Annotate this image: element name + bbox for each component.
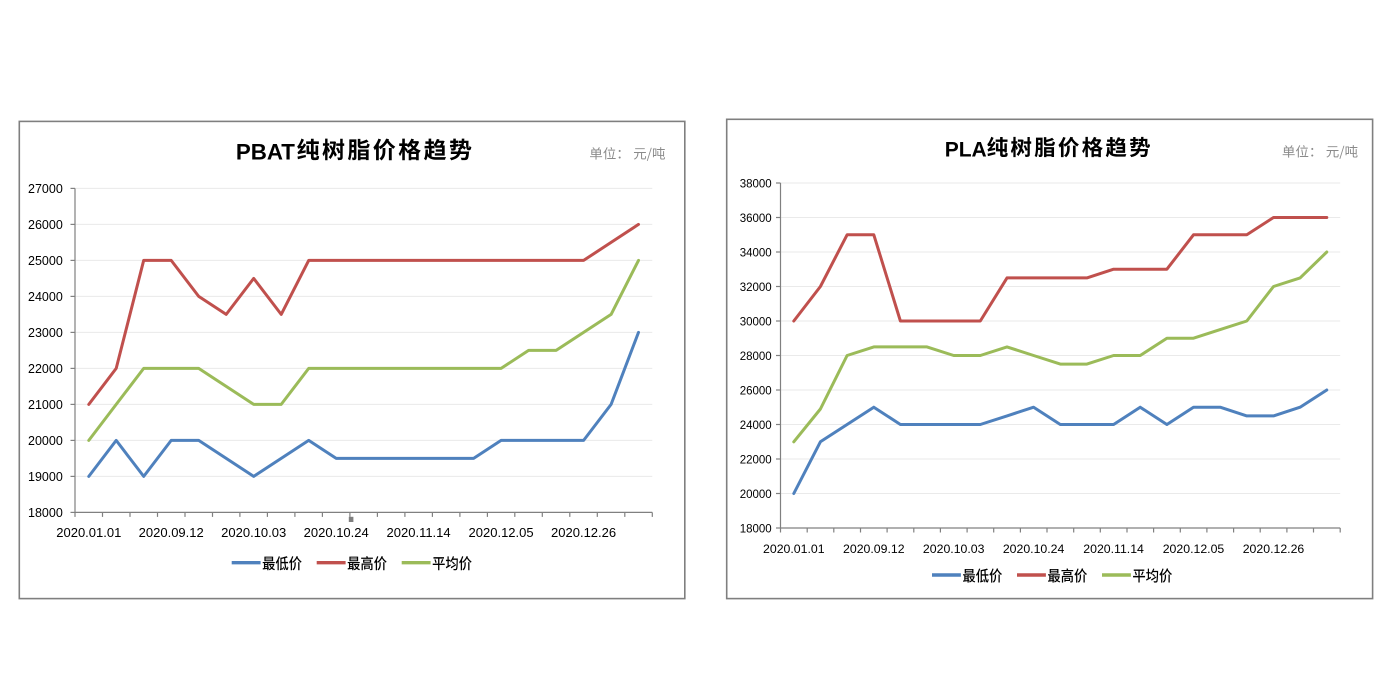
svg-text:2020.11.14: 2020.11.14 xyxy=(1083,542,1144,556)
svg-text:23000: 23000 xyxy=(28,326,63,340)
svg-text:20000: 20000 xyxy=(740,489,772,501)
svg-text:2020.12.26: 2020.12.26 xyxy=(551,525,616,540)
svg-text:2020.10.24: 2020.10.24 xyxy=(304,525,369,540)
svg-text:38000: 38000 xyxy=(740,179,772,191)
svg-text:2020.12.05: 2020.12.05 xyxy=(469,525,534,540)
svg-text:2020.01.01: 2020.01.01 xyxy=(763,542,825,556)
svg-text:2020.12.05: 2020.12.05 xyxy=(1163,542,1225,556)
svg-text:PBAT: PBAT xyxy=(236,140,295,165)
svg-text:22000: 22000 xyxy=(28,362,63,376)
svg-text:20000: 20000 xyxy=(28,434,63,448)
svg-text:2020.10.03: 2020.10.03 xyxy=(923,542,985,556)
svg-text:32000: 32000 xyxy=(740,282,772,294)
svg-text:PLA: PLA xyxy=(945,139,987,162)
svg-text:26000: 26000 xyxy=(740,386,772,398)
svg-text:21000: 21000 xyxy=(28,398,63,412)
svg-text:26000: 26000 xyxy=(28,218,63,232)
svg-text:2020.12.26: 2020.12.26 xyxy=(1243,542,1305,556)
svg-text:24000: 24000 xyxy=(28,290,63,304)
svg-text:30000: 30000 xyxy=(740,317,772,329)
svg-text:24000: 24000 xyxy=(740,420,772,432)
svg-text:2020.09.12: 2020.09.12 xyxy=(843,542,905,556)
svg-text:19000: 19000 xyxy=(28,470,63,484)
svg-text:2020.10.03: 2020.10.03 xyxy=(221,525,286,540)
svg-text:34000: 34000 xyxy=(740,248,772,260)
svg-text:2020.11.14: 2020.11.14 xyxy=(387,525,451,540)
svg-text:25000: 25000 xyxy=(28,254,63,268)
svg-text:18000: 18000 xyxy=(28,506,63,520)
svg-text:18000: 18000 xyxy=(740,524,772,536)
svg-text:2020.10.24: 2020.10.24 xyxy=(1003,542,1065,556)
svg-text:28000: 28000 xyxy=(740,351,772,363)
svg-text:2020.01.01: 2020.01.01 xyxy=(56,525,121,540)
svg-text:27000: 27000 xyxy=(28,182,63,196)
svg-text:36000: 36000 xyxy=(740,213,772,225)
svg-text:2020.09.12: 2020.09.12 xyxy=(139,525,204,540)
svg-text:22000: 22000 xyxy=(740,455,772,467)
